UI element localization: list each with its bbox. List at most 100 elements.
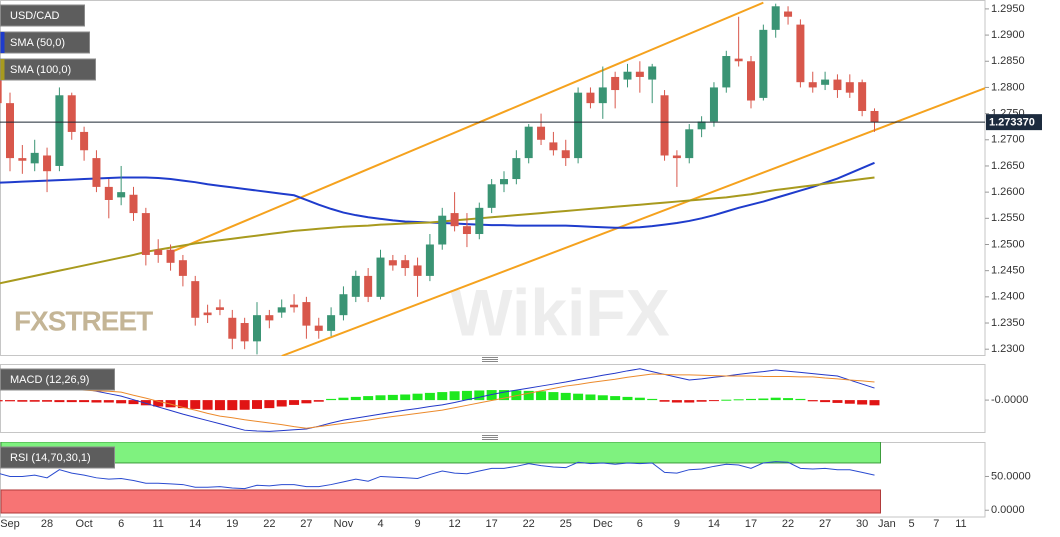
rsi-line-group [0, 461, 875, 490]
candle-body [327, 315, 336, 331]
candle-body [277, 307, 286, 313]
candle-body [67, 95, 76, 132]
histogram-bar [103, 400, 114, 403]
y-tick-label: 0.0000 [991, 504, 1025, 516]
candle-body [253, 315, 261, 342]
candle-body [240, 323, 249, 342]
histogram-bar [363, 396, 374, 401]
histogram-bar [659, 400, 670, 402]
histogram-bar [634, 397, 645, 401]
candle-body [771, 6, 780, 30]
candle-body [870, 110, 879, 123]
histogram-bar [585, 394, 596, 401]
histogram-bar [264, 400, 275, 409]
x-tick-label: 6 [637, 518, 643, 530]
y-tick-label: 1.2350 [991, 317, 1025, 329]
histogram-bar [252, 400, 262, 409]
x-tick-label: 22 [263, 518, 275, 530]
histogram-bar [832, 400, 843, 403]
candle-body [611, 76, 620, 91]
sma-line [0, 176, 875, 285]
label-text: RSI (14,70,30,1) [10, 452, 91, 464]
histogram-bar [721, 399, 732, 401]
x-tick-label: 14 [189, 518, 201, 530]
candle-body [833, 79, 842, 91]
histogram-bar [66, 400, 77, 403]
histogram-bar [54, 400, 65, 403]
histogram-bar [610, 396, 621, 401]
label-color-strip [0, 32, 5, 53]
candle-body [512, 158, 521, 180]
candle-body [55, 95, 64, 166]
candle-body [376, 257, 385, 297]
x-tick-label: 6 [118, 518, 124, 530]
histogram-bar [795, 398, 806, 401]
histogram-bar [807, 400, 818, 402]
macd-lines [0, 368, 875, 432]
candle-body [265, 315, 274, 321]
histogram-bar [227, 400, 238, 411]
last-price-box [986, 114, 1042, 131]
histogram-bar [696, 400, 707, 402]
candle-body [648, 66, 657, 80]
label-box [0, 368, 115, 391]
histogram-bar [91, 400, 102, 403]
histogram-bar [844, 400, 855, 404]
candle-body [364, 275, 373, 297]
histogram-bar [461, 390, 472, 401]
candle-body [302, 302, 311, 326]
y-tick-label: 1.2700 [991, 134, 1025, 146]
y-tick-label: 1.2600 [991, 186, 1025, 198]
candle-body [117, 192, 126, 198]
candles [0, 3, 879, 355]
x-tick-label: 7 [933, 518, 939, 530]
histogram-bar [239, 400, 250, 410]
x-tick-label: 22 [523, 518, 535, 530]
x-tick-label: 4 [377, 518, 383, 530]
x-tick-label: Nov [334, 518, 354, 530]
histogram-bar [857, 400, 868, 405]
histogram-bar [523, 390, 534, 401]
rsi-bands [0, 442, 881, 514]
x-tick-label: Dec [593, 518, 613, 530]
candle-body [141, 213, 150, 255]
oversold-band [0, 489, 881, 514]
histogram-bar [202, 400, 213, 410]
candle-body [598, 87, 607, 104]
histogram-bar [820, 400, 831, 403]
label-text: SMA (100,0) [10, 64, 71, 76]
candle-body [561, 150, 570, 159]
candle-body [18, 158, 27, 161]
histogram-bar [289, 400, 300, 405]
histogram-bar [0, 400, 3, 402]
x-tick-label: 11 [955, 518, 966, 530]
panel-resize-handle[interactable] [482, 435, 498, 440]
candle-body [450, 213, 459, 227]
macd-line [0, 373, 875, 429]
x-tick-label: Oct [76, 518, 93, 530]
candle-body [215, 307, 224, 310]
x-tick-label: Jan [878, 518, 896, 530]
panel-resize-handle[interactable] [482, 357, 498, 362]
label-box [0, 446, 115, 469]
histogram-bar [486, 390, 497, 401]
rsi-line [0, 461, 875, 490]
candle-body [339, 294, 348, 316]
candle-body [203, 312, 212, 316]
brand-logo: FXSTREET [14, 305, 153, 336]
histogram-bar [214, 400, 225, 411]
histogram-bar [746, 398, 756, 401]
candle-body [462, 226, 471, 235]
candle-body [166, 249, 175, 263]
histogram-bar [140, 400, 151, 406]
candle-body [191, 281, 200, 318]
indicator-label: SMA (100,0) [0, 58, 96, 81]
histogram-bar [5, 400, 15, 402]
candle-body [734, 58, 743, 62]
macd-panel [0, 364, 986, 433]
y-tick-label: 1.2450 [991, 265, 1025, 277]
macd-histogram [0, 390, 880, 411]
histogram-bar [326, 398, 337, 401]
candle-body [351, 275, 360, 297]
histogram-bar [474, 390, 485, 401]
